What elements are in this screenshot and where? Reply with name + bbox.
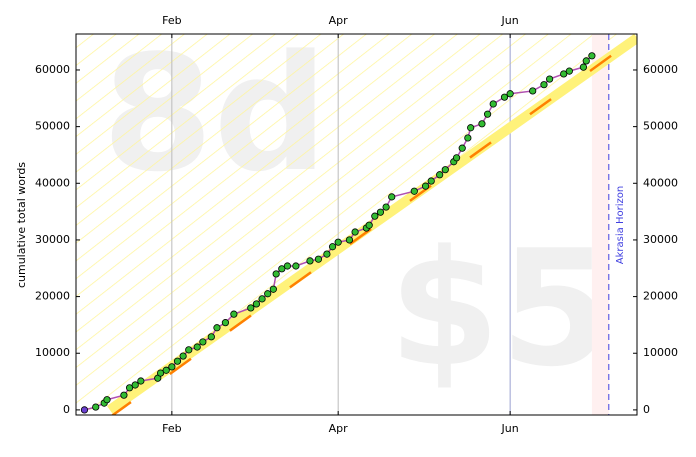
data-point — [376, 208, 385, 216]
y-tick-label: 40000 — [35, 176, 70, 189]
data-point — [365, 221, 373, 229]
data-point — [269, 285, 277, 293]
data-point — [131, 381, 139, 389]
data-point — [120, 391, 128, 399]
data-point — [421, 182, 430, 190]
y-tick-label: 10000 — [35, 346, 70, 359]
razor-line — [110, 36, 637, 415]
data-point — [382, 203, 390, 211]
data-point — [230, 310, 238, 318]
data-point — [410, 187, 418, 195]
data-point — [278, 265, 286, 273]
data-point — [213, 324, 221, 332]
data-point — [388, 193, 396, 201]
x-tick-label-top: Jun — [501, 14, 519, 27]
y-tick-label: 30000 — [35, 233, 70, 246]
y-tick-label: 50000 — [35, 120, 70, 133]
data-point — [162, 366, 170, 374]
data-point — [328, 243, 337, 251]
data-point — [272, 270, 280, 278]
data-point — [540, 81, 548, 89]
data-point — [156, 369, 165, 377]
data-point — [185, 346, 193, 354]
y-tick-label-right: 40000 — [643, 176, 678, 189]
data-point — [427, 177, 435, 185]
y-tick-label-right: 50000 — [643, 120, 678, 133]
horizon-label: Akrasia Horizon — [615, 186, 626, 264]
data-point — [483, 110, 492, 118]
road-hatch — [76, 34, 637, 410]
data-point — [560, 70, 568, 78]
x-tick-label-top: Feb — [162, 14, 181, 27]
data-point — [207, 333, 215, 341]
y-tick-label: 60000 — [35, 63, 70, 76]
data-point — [252, 300, 261, 308]
data-point — [168, 363, 176, 371]
data-point — [458, 144, 466, 152]
watermark-pledge: $5 — [389, 215, 612, 402]
data-point — [506, 90, 514, 98]
data-point — [193, 343, 201, 351]
data-point — [452, 154, 461, 162]
data-point — [199, 338, 207, 346]
y-tick-label: 20000 — [35, 290, 70, 303]
data-point — [345, 236, 354, 244]
data-point — [565, 67, 573, 75]
data-point — [334, 238, 342, 246]
data-point — [137, 377, 145, 385]
data-point — [467, 124, 475, 132]
data-point — [314, 255, 323, 263]
data-point — [351, 228, 359, 236]
x-tick-label: Feb — [162, 422, 181, 435]
y-axis-label: cumulative total words — [15, 162, 28, 288]
data-point — [464, 134, 472, 142]
x-tick-label: Jun — [501, 422, 519, 435]
data-point — [283, 262, 292, 270]
data-point — [582, 57, 590, 65]
data-point — [80, 406, 89, 414]
data-point — [258, 295, 266, 303]
data-point — [125, 384, 134, 392]
horizon-band — [591, 34, 609, 415]
data-point — [529, 87, 537, 95]
data-point — [588, 52, 596, 60]
data-point — [500, 93, 509, 101]
data-point — [173, 357, 182, 365]
data-point — [441, 166, 449, 174]
data-point — [92, 403, 100, 411]
y-tick-label-right: 60000 — [643, 63, 678, 76]
data-point — [264, 290, 272, 298]
data-point — [489, 100, 497, 108]
y-tick-label-right: 20000 — [643, 290, 678, 303]
data-point — [103, 396, 111, 404]
y-tick-label-right: 0 — [643, 403, 650, 416]
data-point — [221, 319, 230, 327]
data-point — [579, 63, 588, 71]
data-point — [292, 262, 300, 270]
y-tick-label-right: 10000 — [643, 346, 678, 359]
y-tick-label: 0 — [63, 403, 70, 416]
data-point — [478, 120, 486, 128]
data-point — [306, 257, 314, 265]
data-point — [323, 250, 331, 258]
data-point — [179, 352, 187, 360]
plot-frame — [75, 33, 638, 416]
y-tick-label-right: 30000 — [643, 233, 678, 246]
data-point — [546, 75, 554, 83]
x-tick-label: Apr — [329, 422, 349, 435]
data-point — [371, 212, 379, 220]
data-point — [247, 304, 255, 312]
x-tick-label-top: Apr — [329, 14, 349, 27]
data-point — [436, 171, 444, 179]
